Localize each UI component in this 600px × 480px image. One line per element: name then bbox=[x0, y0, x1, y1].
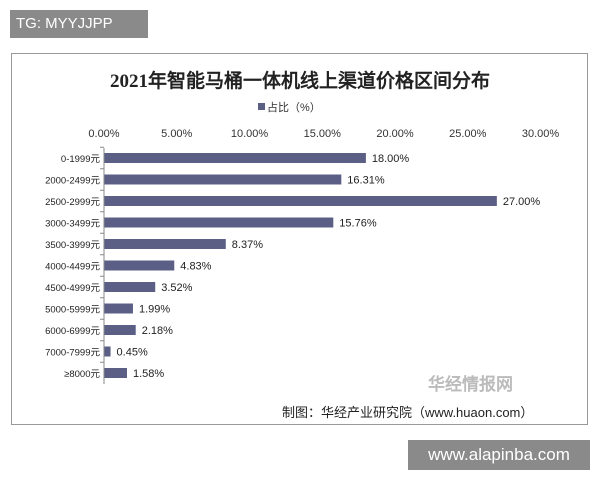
data-label: 4.83% bbox=[180, 261, 211, 273]
data-label: 1.58% bbox=[133, 368, 164, 380]
bar bbox=[104, 174, 342, 185]
data-label: 2.18% bbox=[142, 325, 173, 337]
x-tick-label: 30.00% bbox=[522, 128, 560, 140]
data-label: 27.00% bbox=[503, 196, 541, 208]
x-tick-label: 0.00% bbox=[88, 128, 119, 140]
data-label: 15.76% bbox=[339, 218, 377, 230]
data-label: 0.45% bbox=[117, 347, 148, 359]
x-tick-label: 25.00% bbox=[449, 128, 487, 140]
bar bbox=[104, 282, 156, 292]
data-label: 3.52% bbox=[161, 282, 192, 294]
category-label: 4000-4499元 bbox=[45, 262, 100, 273]
chart-title: 2021年智能马桶一体机线上渠道价格区间分布 bbox=[110, 69, 490, 92]
category-label: ≥8000元 bbox=[64, 369, 100, 380]
data-label: 16.31% bbox=[347, 175, 385, 187]
bar bbox=[104, 325, 136, 335]
legend-swatch bbox=[258, 103, 265, 110]
data-label: 18.00% bbox=[372, 153, 410, 165]
logo-text: 华经情报网 bbox=[428, 375, 513, 394]
x-tick-label: 5.00% bbox=[161, 128, 192, 140]
bar bbox=[104, 239, 226, 249]
x-tick-label: 10.00% bbox=[231, 128, 269, 140]
category-label: 6000-6999元 bbox=[45, 326, 100, 337]
x-tick-label: 20.00% bbox=[376, 128, 414, 140]
legend-label: 占比（%） bbox=[267, 100, 321, 114]
category-label: 3000-3499元 bbox=[45, 219, 100, 230]
x-tick-label: 15.00% bbox=[304, 128, 342, 140]
chart-frame bbox=[11, 53, 588, 425]
bar bbox=[104, 196, 497, 206]
tag-label: TG: MYYJJPP bbox=[10, 10, 148, 38]
category-label: 3500-3999元 bbox=[45, 240, 100, 251]
bar bbox=[104, 153, 366, 163]
bar bbox=[104, 260, 175, 271]
bar bbox=[104, 368, 127, 378]
category-label: 5000-5999元 bbox=[45, 305, 100, 316]
watermark: www.alapinba.com bbox=[408, 440, 590, 470]
data-label: 8.37% bbox=[232, 239, 263, 251]
category-label: 7000-7999元 bbox=[45, 348, 100, 359]
bar bbox=[104, 303, 133, 314]
bar bbox=[104, 217, 334, 228]
data-label: 1.99% bbox=[139, 304, 170, 316]
category-label: 2000-2499元 bbox=[45, 176, 100, 187]
category-label: 4500-4999元 bbox=[45, 283, 100, 294]
source-note: 制图：华经产业研究院（www.huaon.com） bbox=[282, 405, 534, 420]
bar bbox=[104, 346, 111, 357]
category-label: 0-1999元 bbox=[61, 154, 101, 165]
category-label: 2500-2999元 bbox=[45, 197, 100, 208]
